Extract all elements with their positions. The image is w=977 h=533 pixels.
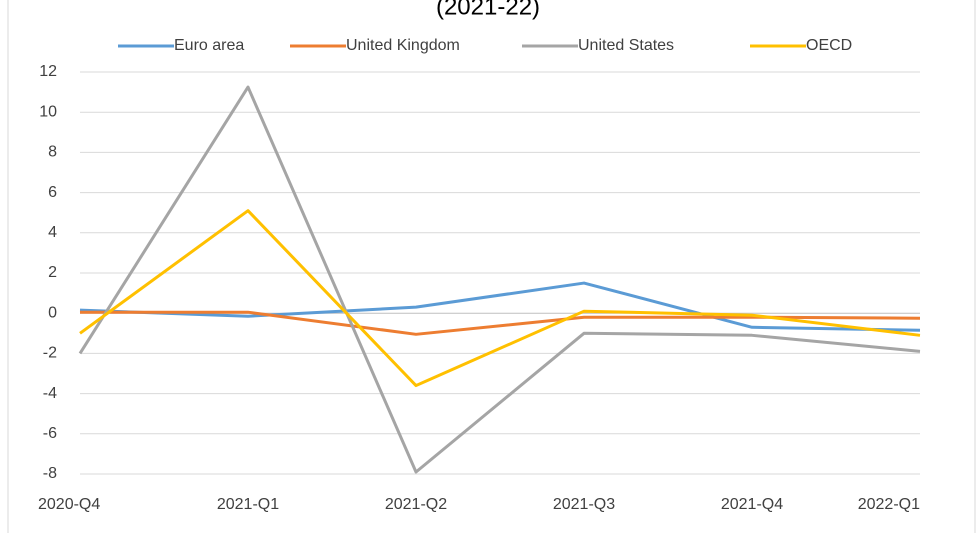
- y-tick-label: -4: [43, 385, 57, 402]
- x-tick-label: 2021-Q3: [553, 496, 615, 513]
- y-tick-label: -2: [43, 345, 57, 362]
- legend-label: United Kingdom: [346, 37, 460, 54]
- legend-label: United States: [578, 37, 674, 54]
- chart-title: (2021-22): [436, 0, 540, 20]
- legend-label: Euro area: [174, 37, 244, 54]
- x-tick-label: 2021-Q1: [217, 496, 279, 513]
- y-tick-label: -6: [43, 425, 57, 442]
- y-tick-label: 4: [48, 224, 57, 241]
- y-tick-label: 12: [39, 63, 57, 80]
- y-tick-label: 10: [39, 103, 57, 120]
- y-tick-label: 8: [48, 144, 57, 161]
- chart-frame: [7, 0, 976, 533]
- series-line: [78, 85, 921, 474]
- x-tick-label: 2020-Q4: [38, 496, 100, 513]
- series-line: [79, 281, 921, 332]
- x-tick-label: 2021-Q4: [721, 496, 783, 513]
- y-tick-label: 6: [48, 184, 57, 201]
- series-line: [79, 209, 921, 388]
- x-tick-label: 2021-Q2: [385, 496, 447, 513]
- x-tick-label: 2022-Q1: [858, 496, 920, 513]
- y-tick-label: -8: [43, 465, 57, 482]
- legend-label: OECD: [806, 37, 852, 54]
- y-tick-label: 0: [48, 304, 57, 321]
- y-tick-label: 2: [48, 264, 57, 281]
